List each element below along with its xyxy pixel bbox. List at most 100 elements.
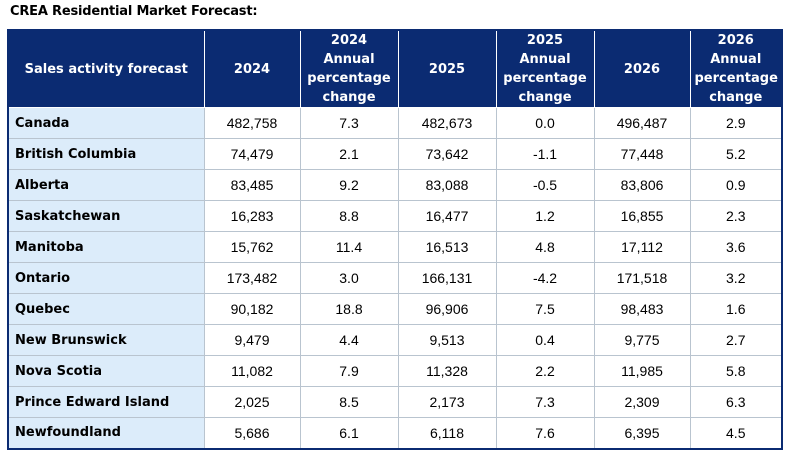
column-header-2026-change: 2026 Annual percentage change: [689, 29, 783, 108]
table-row: Manitoba 15,762 11.4 16,513 4.8 17,112 3.6: [7, 231, 783, 263]
column-header-2024: 2024: [203, 29, 301, 108]
sales-2024-cell: 2,025: [203, 386, 301, 418]
change-2024-cell: 7.3: [299, 107, 399, 139]
table-row: New Brunswick 9,479 4.4 9,513 0.4 9,775 2.7: [7, 324, 783, 356]
region-cell: Prince Edward Island: [7, 386, 205, 418]
change-2024-cell: 2.1: [299, 138, 399, 170]
change-2026-cell: 2.3: [689, 200, 783, 232]
sales-2025-cell: 16,477: [397, 200, 497, 232]
change-2025-cell: 0.0: [495, 107, 595, 139]
table-row: Quebec 90,182 18.8 96,906 7.5 98,483 1.6: [7, 293, 783, 325]
change-2025-cell: 4.8: [495, 231, 595, 263]
sales-2026-cell: 17,112: [593, 231, 691, 263]
sales-2024-cell: 173,482: [203, 262, 301, 294]
change-2026-cell: 5.2: [689, 138, 783, 170]
region-cell: British Columbia: [7, 138, 205, 170]
page-title: CREA Residential Market Forecast:: [10, 4, 258, 19]
sales-2025-cell: 11,328: [397, 355, 497, 387]
sales-2024-cell: 482,758: [203, 107, 301, 139]
table-row: Canada 482,758 7.3 482,673 0.0 496,487 2.9: [7, 107, 783, 139]
sales-2026-cell: 16,855: [593, 200, 691, 232]
sales-2025-cell: 6,118: [397, 417, 497, 449]
change-2024-cell: 4.4: [299, 324, 399, 356]
sales-2024-cell: 5,686: [203, 417, 301, 449]
change-2025-cell: 1.2: [495, 200, 595, 232]
change-2026-cell: 6.3: [689, 386, 783, 418]
change-2026-cell: 3.6: [689, 231, 783, 263]
change-2026-cell: 3.2: [689, 262, 783, 294]
region-cell: Newfoundland: [7, 417, 205, 449]
change-2024-cell: 6.1: [299, 417, 399, 449]
sales-2025-cell: 16,513: [397, 231, 497, 263]
sales-2025-cell: 482,673: [397, 107, 497, 139]
forecast-table: Sales activity forecast 2024 2024 Annual…: [7, 29, 783, 450]
table-row: Newfoundland 5,686 6.1 6,118 7.6 6,395 4.5: [7, 417, 783, 449]
change-2025-cell: -1.1: [495, 138, 595, 170]
sales-2026-cell: 9,775: [593, 324, 691, 356]
sales-2024-cell: 16,283: [203, 200, 301, 232]
change-2025-cell: 7.6: [495, 417, 595, 449]
change-2024-cell: 7.9: [299, 355, 399, 387]
sales-2024-cell: 74,479: [203, 138, 301, 170]
table-row: Nova Scotia 11,082 7.9 11,328 2.2 11,985 5.8: [7, 355, 783, 387]
table-row: Alberta 83,485 9.2 83,088 -0.5 83,806 0.9: [7, 169, 783, 201]
table-header: Sales activity forecast 2024 2024 Annual…: [7, 29, 783, 108]
sales-2024-cell: 15,762: [203, 231, 301, 263]
change-2025-cell: -4.2: [495, 262, 595, 294]
column-header-2024-change: 2024 Annual percentage change: [299, 29, 399, 108]
region-cell: Alberta: [7, 169, 205, 201]
column-header-region: Sales activity forecast: [7, 29, 205, 108]
change-2025-cell: 7.5: [495, 293, 595, 325]
change-2026-cell: 2.7: [689, 324, 783, 356]
change-2024-cell: 8.5: [299, 386, 399, 418]
sales-2025-cell: 2,173: [397, 386, 497, 418]
sales-2024-cell: 83,485: [203, 169, 301, 201]
sales-2025-cell: 73,642: [397, 138, 497, 170]
sales-2025-cell: 9,513: [397, 324, 497, 356]
sales-2026-cell: 2,309: [593, 386, 691, 418]
change-2024-cell: 8.8: [299, 200, 399, 232]
change-2026-cell: 2.9: [689, 107, 783, 139]
table-row: British Columbia 74,479 2.1 73,642 -1.1 77,44…: [7, 138, 783, 170]
change-2025-cell: 7.3: [495, 386, 595, 418]
sales-2025-cell: 83,088: [397, 169, 497, 201]
table-row: Prince Edward Island 2,025 8.5 2,173 7.3 2,30…: [7, 386, 783, 418]
header-row: Sales activity forecast 2024 2024 Annual…: [7, 29, 783, 108]
sales-2026-cell: 77,448: [593, 138, 691, 170]
change-2024-cell: 3.0: [299, 262, 399, 294]
change-2025-cell: 0.4: [495, 324, 595, 356]
table-row: Saskatchewan 16,283 8.8 16,477 1.2 16,855 2.3: [7, 200, 783, 232]
column-header-2026: 2026: [593, 29, 691, 108]
sales-2026-cell: 98,483: [593, 293, 691, 325]
change-2024-cell: 11.4: [299, 231, 399, 263]
sales-2024-cell: 11,082: [203, 355, 301, 387]
change-2026-cell: 1.6: [689, 293, 783, 325]
sales-2026-cell: 83,806: [593, 169, 691, 201]
sales-2025-cell: 166,131: [397, 262, 497, 294]
region-cell: New Brunswick: [7, 324, 205, 356]
sales-2026-cell: 11,985: [593, 355, 691, 387]
change-2025-cell: 2.2: [495, 355, 595, 387]
sales-2025-cell: 96,906: [397, 293, 497, 325]
region-cell: Saskatchewan: [7, 200, 205, 232]
sales-2024-cell: 9,479: [203, 324, 301, 356]
change-2026-cell: 0.9: [689, 169, 783, 201]
sales-2024-cell: 90,182: [203, 293, 301, 325]
column-header-2025: 2025: [397, 29, 497, 108]
change-2026-cell: 5.8: [689, 355, 783, 387]
region-cell: Manitoba: [7, 231, 205, 263]
change-2026-cell: 4.5: [689, 417, 783, 449]
column-header-2025-change: 2025 Annual percentage change: [495, 29, 595, 108]
table-row: Ontario 173,482 3.0 166,131 -4.2 171,518 3.2: [7, 262, 783, 294]
change-2024-cell: 9.2: [299, 169, 399, 201]
table-body: Canada 482,758 7.3 482,673 0.0 496,487 2.9 Brit…: [7, 107, 783, 449]
sales-2026-cell: 171,518: [593, 262, 691, 294]
change-2025-cell: -0.5: [495, 169, 595, 201]
region-cell: Canada: [7, 107, 205, 139]
change-2024-cell: 18.8: [299, 293, 399, 325]
sales-2026-cell: 6,395: [593, 417, 691, 449]
region-cell: Ontario: [7, 262, 205, 294]
region-cell: Nova Scotia: [7, 355, 205, 387]
sales-2026-cell: 496,487: [593, 107, 691, 139]
region-cell: Quebec: [7, 293, 205, 325]
